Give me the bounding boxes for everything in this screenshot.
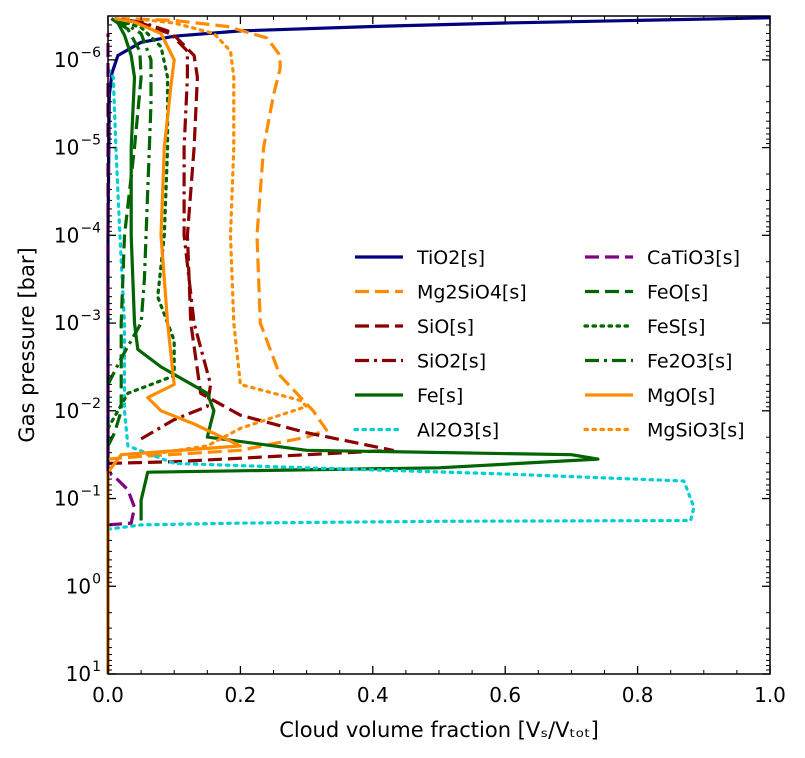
x-tick-label: 0.6 bbox=[489, 683, 521, 707]
legend-label: Mg2SiO4[s] bbox=[417, 282, 527, 304]
y-tick-label: 10 bbox=[66, 662, 91, 686]
y-tick-exponent: −2 bbox=[80, 396, 101, 412]
x-axis-label: Cloud volume fraction [Vₛ/Vₜₒₜ] bbox=[279, 718, 599, 742]
y-tick-exponent: 0 bbox=[92, 571, 101, 587]
legend-label: SiO[s] bbox=[417, 316, 474, 338]
y-tick-exponent: 1 bbox=[92, 659, 101, 675]
legend: TiO2[s] Mg2SiO4[s] SiO[s] SiO2[s] Fe[s] Al2O3… bbox=[353, 247, 745, 442]
x-tick-label: 0.8 bbox=[622, 683, 654, 707]
series-line-tio2-s bbox=[106, 16, 771, 674]
x-tick-label: 0.4 bbox=[357, 683, 389, 707]
series-layer bbox=[106, 16, 771, 674]
series-line-al2o3-s bbox=[106, 67, 696, 531]
legend-label: TiO2[s] bbox=[416, 247, 485, 269]
y-tick-label: 10 bbox=[66, 574, 91, 598]
y-tick-label: 10 bbox=[54, 399, 79, 423]
series-line-fe2o3-s bbox=[106, 17, 153, 386]
y-tick-exponent: −3 bbox=[80, 308, 101, 324]
legend-label: SiO2[s] bbox=[417, 351, 486, 373]
ticks-layer: 0.0 0.2 0.4 0.6 0.8 1.010−610−510−410−310−210… bbox=[54, 16, 786, 707]
legend-label: FeS[s] bbox=[647, 316, 705, 338]
series-line-sio-s bbox=[107, 17, 395, 465]
y-tick-label: 10 bbox=[54, 223, 79, 247]
legend-label: Fe2O3[s] bbox=[647, 351, 732, 373]
legend-label: MgSiO3[s] bbox=[647, 420, 745, 442]
legend-label: CaTiO3[s] bbox=[647, 247, 740, 269]
series-line-mgsio3-s bbox=[132, 17, 309, 457]
legend-label: FeO[s] bbox=[647, 282, 708, 304]
series-line-fes-s bbox=[106, 17, 176, 430]
series-line-sio2-s bbox=[114, 17, 213, 441]
y-tick-label: 10 bbox=[54, 487, 79, 511]
series-line-feo-s bbox=[106, 19, 143, 447]
legend-label: MgO[s] bbox=[647, 385, 715, 407]
legend-label: Al2O3[s] bbox=[417, 420, 499, 442]
series-line-fe-s bbox=[110, 17, 600, 521]
legend-label: Fe[s] bbox=[417, 385, 463, 407]
y-tick-exponent: −6 bbox=[80, 45, 101, 61]
y-tick-label: 10 bbox=[54, 136, 79, 160]
y-tick-exponent: −1 bbox=[80, 484, 101, 500]
x-tick-label: 1.0 bbox=[754, 683, 786, 707]
y-tick-label: 10 bbox=[54, 311, 79, 335]
y-tick-label: 10 bbox=[54, 48, 79, 72]
x-tick-label: 0.2 bbox=[224, 683, 256, 707]
plot-frame bbox=[107, 15, 771, 675]
x-tick-label: 0.0 bbox=[92, 683, 124, 707]
y-tick-exponent: −4 bbox=[80, 220, 101, 236]
y-tick-exponent: −5 bbox=[80, 133, 101, 149]
y-axis-label: Gas pressure [bar] bbox=[15, 247, 39, 442]
